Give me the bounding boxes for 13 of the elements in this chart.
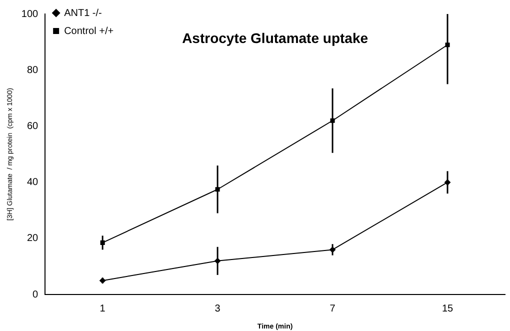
y-tick-label: 80 [26,64,39,76]
y-tick-label: 20 [26,233,39,244]
x-tick-label: 15 [442,303,454,314]
y-tick-label: 100 [21,8,39,20]
legend-label: ANT1 -/- [64,8,102,19]
x-tick-label: 3 [214,303,221,314]
y-tick-label: 60 [26,120,39,132]
legend-label: Control +/+ [64,26,114,37]
x-tick-label: 1 [100,303,106,314]
text: Astrocyte Glutamate uptake [182,30,368,46]
y-tick-label: 0 [32,289,39,300]
y-tick-label: 40 [26,177,39,188]
x-tick-label: 7 [330,303,336,314]
